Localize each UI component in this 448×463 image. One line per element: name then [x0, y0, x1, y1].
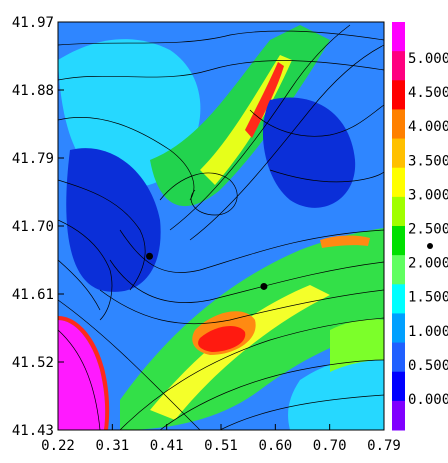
streamline: [58, 259, 101, 311]
colorbar-label: 3.000: [408, 187, 448, 203]
field-orange-streak-right: [320, 235, 370, 248]
colorbar-segment: [392, 167, 405, 198]
streamline: [119, 317, 384, 430]
colorbar-label: 4.500: [408, 85, 448, 101]
colorbar-label: 2.500: [408, 222, 448, 238]
y-tick-label: 41.79: [12, 151, 54, 167]
colorbar-segment: [392, 400, 405, 431]
markers: [146, 252, 268, 290]
streamline: [58, 30, 384, 46]
streamline: [249, 104, 384, 137]
x-tick-label: 0.41: [150, 438, 184, 454]
streamline: [109, 259, 384, 303]
streamline: [58, 60, 384, 81]
colorbar-segment: [392, 284, 405, 314]
streamline: [269, 169, 384, 183]
colorbar-segment: [392, 80, 405, 110]
field-bottom-right-cyan: [288, 355, 384, 430]
colorbar-segment: [392, 109, 405, 140]
y-tick-label: 41.70: [12, 219, 54, 235]
colorbar-labels: 5.000 4.500 4.000 3.500 3.000 2.500 2.000 1.500…: [408, 51, 448, 408]
colorbar: [392, 22, 405, 431]
colorbar-label: 2.000: [408, 256, 448, 272]
field-blobs: [58, 22, 384, 430]
x-tick-label: 0.79: [367, 438, 401, 454]
data-point: [260, 282, 268, 290]
x-tick-label: 0.22: [41, 438, 75, 454]
field-red-streak-upper: [245, 62, 284, 138]
streamline: [58, 299, 201, 430]
colorbar-label: 4.000: [408, 119, 448, 135]
streamlines: [58, 24, 384, 430]
x-tick-label: 0.70: [313, 438, 347, 454]
streamline: [58, 219, 113, 321]
colorbar-label: 5.000: [408, 51, 448, 67]
y-tick-label: 41.52: [12, 355, 54, 371]
x-axis: 0.22 0.31 0.41 0.51 0.60 0.70 0.79: [41, 424, 401, 454]
streamline: [99, 289, 384, 325]
colorbar-segment: [392, 255, 405, 285]
streamline: [159, 359, 384, 430]
streamline: [189, 44, 384, 241]
streamline: [58, 329, 101, 430]
colorbar-label: 3.500: [408, 153, 448, 169]
colorbar-segment: [392, 313, 405, 344]
colorbar-segment: [392, 226, 405, 256]
field-dark-blue-patch-left: [66, 148, 161, 292]
colorbar-label: 1.500: [408, 290, 448, 306]
colorbar-segment: [392, 342, 405, 373]
field-red-patch: [198, 326, 246, 352]
colorbar-segment: [392, 196, 405, 227]
field-magenta-corner: [58, 320, 106, 430]
streamline: [169, 24, 351, 231]
plot-area: [58, 22, 384, 430]
streamline: [58, 179, 146, 291]
colorbar-segment: [392, 51, 405, 81]
data-point: [146, 252, 154, 260]
field-yellow-band-lower: [150, 285, 330, 420]
y-tick-label: 41.61: [12, 287, 54, 303]
streamline: [58, 117, 195, 201]
colorbar-segment: [392, 138, 405, 169]
streamline: [159, 172, 238, 216]
y-tick-label: 41.88: [12, 83, 54, 99]
colorbar-segment: [392, 22, 405, 52]
y-tick-label: 41.97: [12, 15, 54, 31]
streamline: [119, 229, 384, 273]
colorbar-label: 0.500: [408, 358, 448, 374]
colorbar-segment: [392, 371, 405, 402]
colorbar-label: 0.000: [408, 392, 448, 408]
colorbar-label: 1.000: [408, 324, 448, 340]
field-bottom-right-green: [330, 319, 384, 372]
streamline: [219, 394, 384, 430]
x-tick-label: 0.60: [258, 438, 292, 454]
field-dark-blue-patch-right: [262, 97, 356, 208]
x-tick-label: 0.31: [95, 438, 129, 454]
x-tick-label: 0.51: [204, 438, 238, 454]
y-axis: 41.97 41.88 41.79 41.70 41.61 41.52 41.43: [12, 15, 64, 439]
y-tick-label: 41.43: [12, 423, 54, 439]
colorbar-side-dot: [427, 243, 433, 249]
